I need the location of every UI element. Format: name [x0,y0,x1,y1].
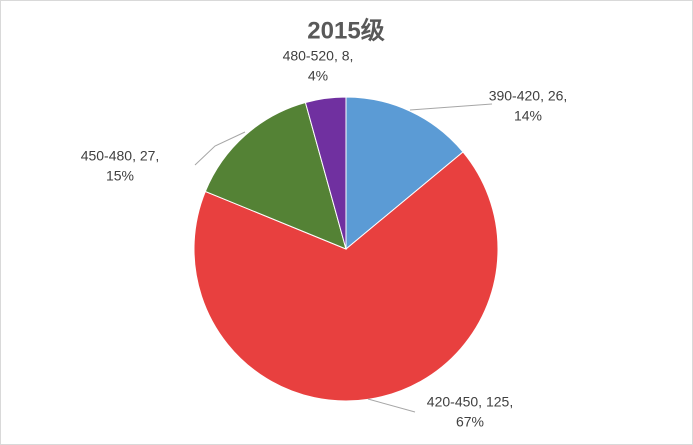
data-label: 4% [308,68,328,84]
data-label: 67% [456,414,484,430]
data-label: 14% [514,108,542,124]
pie-slice [345,96,464,251]
data-label: 450-480, 27, [81,148,160,164]
chart-title: 2015级 [307,16,384,44]
data-label: 15% [106,168,134,184]
data-label: 420-450, 125, [427,394,513,410]
data-label: 390-420, 26, [489,88,568,104]
leader-line [367,398,416,413]
leader-line [409,103,493,111]
data-label: 480-520, 8, [283,48,354,64]
pie-slice [304,96,347,250]
pie-slice [204,101,347,250]
leader-line [194,131,246,166]
